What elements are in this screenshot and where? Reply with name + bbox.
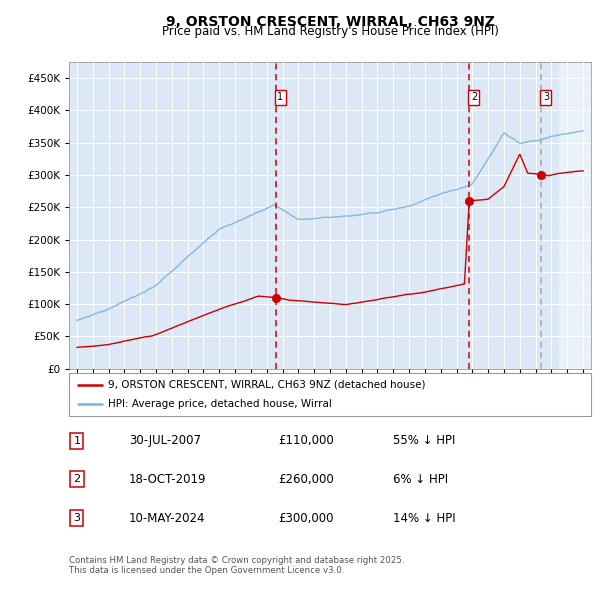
Text: 3: 3	[543, 93, 549, 103]
Text: 30-JUL-2007: 30-JUL-2007	[129, 434, 201, 447]
Text: 9, ORSTON CRESCENT, WIRRAL, CH63 9NZ (detached house): 9, ORSTON CRESCENT, WIRRAL, CH63 9NZ (de…	[108, 380, 425, 390]
Text: 14% ↓ HPI: 14% ↓ HPI	[392, 512, 455, 525]
Text: Price paid vs. HM Land Registry's House Price Index (HPI): Price paid vs. HM Land Registry's House …	[161, 25, 499, 38]
Text: 10-MAY-2024: 10-MAY-2024	[129, 512, 206, 525]
Text: 3: 3	[73, 513, 80, 523]
Text: 2: 2	[73, 474, 80, 484]
Text: Contains HM Land Registry data © Crown copyright and database right 2025.
This d: Contains HM Land Registry data © Crown c…	[69, 556, 404, 575]
Bar	[276, 62, 591, 369]
Text: 6% ↓ HPI: 6% ↓ HPI	[392, 473, 448, 486]
Bar	[559, 62, 591, 369]
Text: 18-OCT-2019: 18-OCT-2019	[129, 473, 206, 486]
Text: 1: 1	[73, 435, 80, 445]
Text: HPI: Average price, detached house, Wirral: HPI: Average price, detached house, Wirr…	[108, 399, 332, 409]
Text: £300,000: £300,000	[278, 512, 334, 525]
Text: £260,000: £260,000	[278, 473, 334, 486]
Text: 1: 1	[277, 93, 283, 103]
Text: £110,000: £110,000	[278, 434, 334, 447]
Text: 2: 2	[471, 93, 477, 103]
Text: 55% ↓ HPI: 55% ↓ HPI	[392, 434, 455, 447]
Text: 9, ORSTON CRESCENT, WIRRAL, CH63 9NZ: 9, ORSTON CRESCENT, WIRRAL, CH63 9NZ	[166, 15, 494, 29]
